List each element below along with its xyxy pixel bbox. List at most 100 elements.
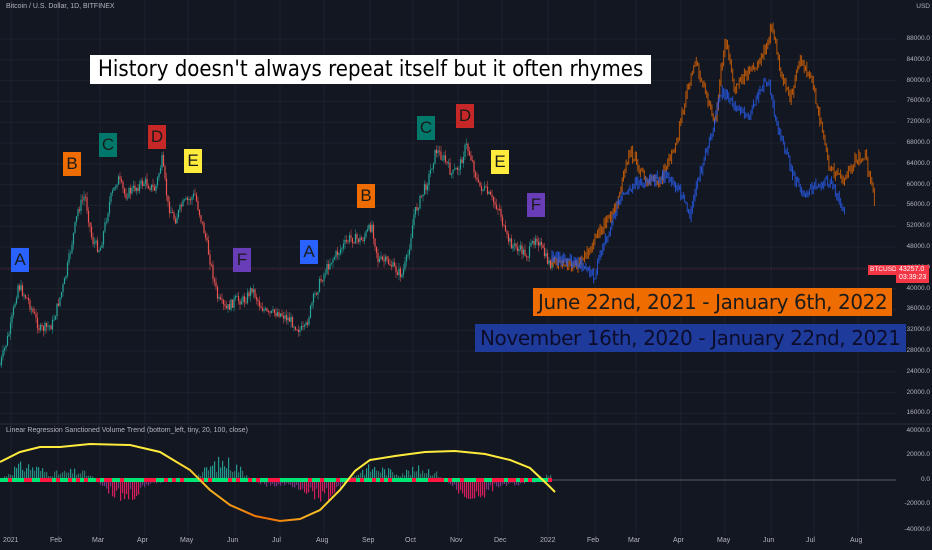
candle-body bbox=[209, 254, 211, 265]
histogram-bar bbox=[506, 480, 508, 486]
histogram-bar bbox=[24, 471, 26, 480]
candle-body bbox=[510, 238, 513, 249]
histogram-bar bbox=[378, 471, 380, 480]
candle-body bbox=[57, 303, 60, 306]
candle-body bbox=[240, 301, 243, 305]
candle-body bbox=[107, 213, 109, 222]
trend-bar-segment bbox=[220, 478, 224, 482]
symbol-title[interactable]: Bitcoin / U.S. Dollar, 1D, BITFINEX bbox=[6, 3, 115, 10]
histogram-bar bbox=[18, 463, 20, 480]
candle-body bbox=[36, 317, 39, 329]
trend-bar-segment bbox=[348, 478, 352, 482]
candle-body bbox=[221, 299, 223, 301]
histogram-bar bbox=[48, 475, 50, 480]
time-axis-label: Sep bbox=[362, 537, 375, 544]
histogram-bar bbox=[406, 469, 408, 480]
trend-bar-segment bbox=[76, 478, 80, 482]
candle-body bbox=[39, 325, 42, 330]
histogram-bar bbox=[270, 480, 272, 486]
candle-body bbox=[137, 187, 139, 191]
trend-bar-segment bbox=[160, 478, 164, 482]
candle-body bbox=[162, 155, 165, 167]
histogram-bar bbox=[424, 473, 426, 480]
candle-body bbox=[233, 298, 235, 308]
candle-body bbox=[524, 249, 526, 256]
trend-bar-segment bbox=[204, 478, 208, 482]
candle-body bbox=[174, 219, 177, 224]
candle-body bbox=[374, 238, 376, 247]
histogram-bar bbox=[498, 480, 500, 488]
histogram-bar bbox=[30, 470, 32, 480]
histogram-bar bbox=[14, 466, 16, 480]
candle-body bbox=[156, 177, 159, 186]
histogram-bar bbox=[134, 480, 136, 500]
candle-body bbox=[123, 188, 126, 194]
histogram-bar bbox=[140, 480, 142, 488]
orange-date-range: June 22nd, 2021 - January 6th, 2022 bbox=[533, 288, 893, 316]
candle-body bbox=[501, 217, 504, 226]
candle-body bbox=[309, 305, 312, 318]
candle-body bbox=[536, 238, 538, 242]
trend-bar-segment bbox=[92, 478, 96, 482]
candle-body bbox=[459, 159, 462, 170]
candle-body bbox=[522, 249, 525, 255]
candle-body bbox=[299, 329, 301, 332]
candle-body bbox=[366, 229, 369, 232]
trend-bar-segment bbox=[344, 478, 348, 482]
candle-body bbox=[467, 143, 469, 152]
candle-body bbox=[83, 196, 85, 201]
candle-body bbox=[371, 224, 373, 232]
candle-body bbox=[254, 289, 256, 297]
price-axis-label: 88000.0 bbox=[906, 35, 931, 42]
candle-body bbox=[432, 163, 435, 169]
candle-body bbox=[273, 309, 276, 314]
candle-body bbox=[50, 325, 52, 330]
histogram-bar bbox=[402, 473, 404, 480]
trend-bar-segment bbox=[108, 478, 112, 482]
indicator-regression-line bbox=[0, 442, 556, 523]
candle-body bbox=[248, 292, 250, 297]
histogram-bar bbox=[502, 480, 504, 485]
candle-body bbox=[405, 255, 408, 262]
candle-body bbox=[53, 319, 55, 321]
histogram-bar bbox=[208, 470, 210, 480]
trend-bar-segment bbox=[308, 478, 312, 482]
trend-bar-segment bbox=[528, 478, 532, 482]
trend-bar-segment bbox=[524, 478, 528, 482]
wave-label: C bbox=[99, 133, 117, 157]
candle-body bbox=[525, 255, 528, 258]
histogram-bar bbox=[236, 464, 238, 480]
trend-bar-segment bbox=[284, 478, 288, 482]
candle-body bbox=[452, 169, 454, 174]
time-axis-label: Feb bbox=[587, 537, 600, 544]
candle-body bbox=[465, 143, 468, 145]
candle-body bbox=[437, 150, 439, 154]
candle-body bbox=[180, 204, 183, 207]
candle-body bbox=[464, 144, 466, 157]
candle-body bbox=[539, 241, 541, 246]
histogram-bar bbox=[322, 480, 324, 492]
trend-bar-segment bbox=[4, 478, 8, 482]
histogram-bar bbox=[434, 473, 436, 480]
trend-bar-segment bbox=[400, 478, 404, 482]
trend-bar-segment bbox=[48, 478, 52, 482]
time-axis-label: Apr bbox=[137, 537, 148, 544]
candle-body bbox=[12, 307, 15, 315]
histogram-bar bbox=[218, 456, 220, 480]
histogram-bar bbox=[136, 480, 138, 497]
price-axis-label: 52000.0 bbox=[906, 222, 931, 230]
candle-body bbox=[485, 186, 487, 188]
trend-bar-segment bbox=[480, 478, 484, 482]
trend-bar-segment bbox=[212, 478, 216, 482]
indicator-title[interactable]: Linear Regression Sanctioned Volume Tren… bbox=[6, 427, 248, 434]
trend-bar-segment bbox=[132, 478, 136, 482]
candle-body bbox=[62, 284, 64, 292]
candle-body bbox=[78, 209, 81, 211]
trend-bar-segment bbox=[368, 478, 372, 482]
trend-bar-segment bbox=[360, 478, 364, 482]
trend-bar-segment bbox=[328, 478, 332, 482]
trend-bar-segment bbox=[156, 478, 160, 482]
trend-bar-segment bbox=[532, 478, 536, 482]
histogram-bar bbox=[130, 480, 132, 490]
candle-body bbox=[125, 193, 127, 199]
